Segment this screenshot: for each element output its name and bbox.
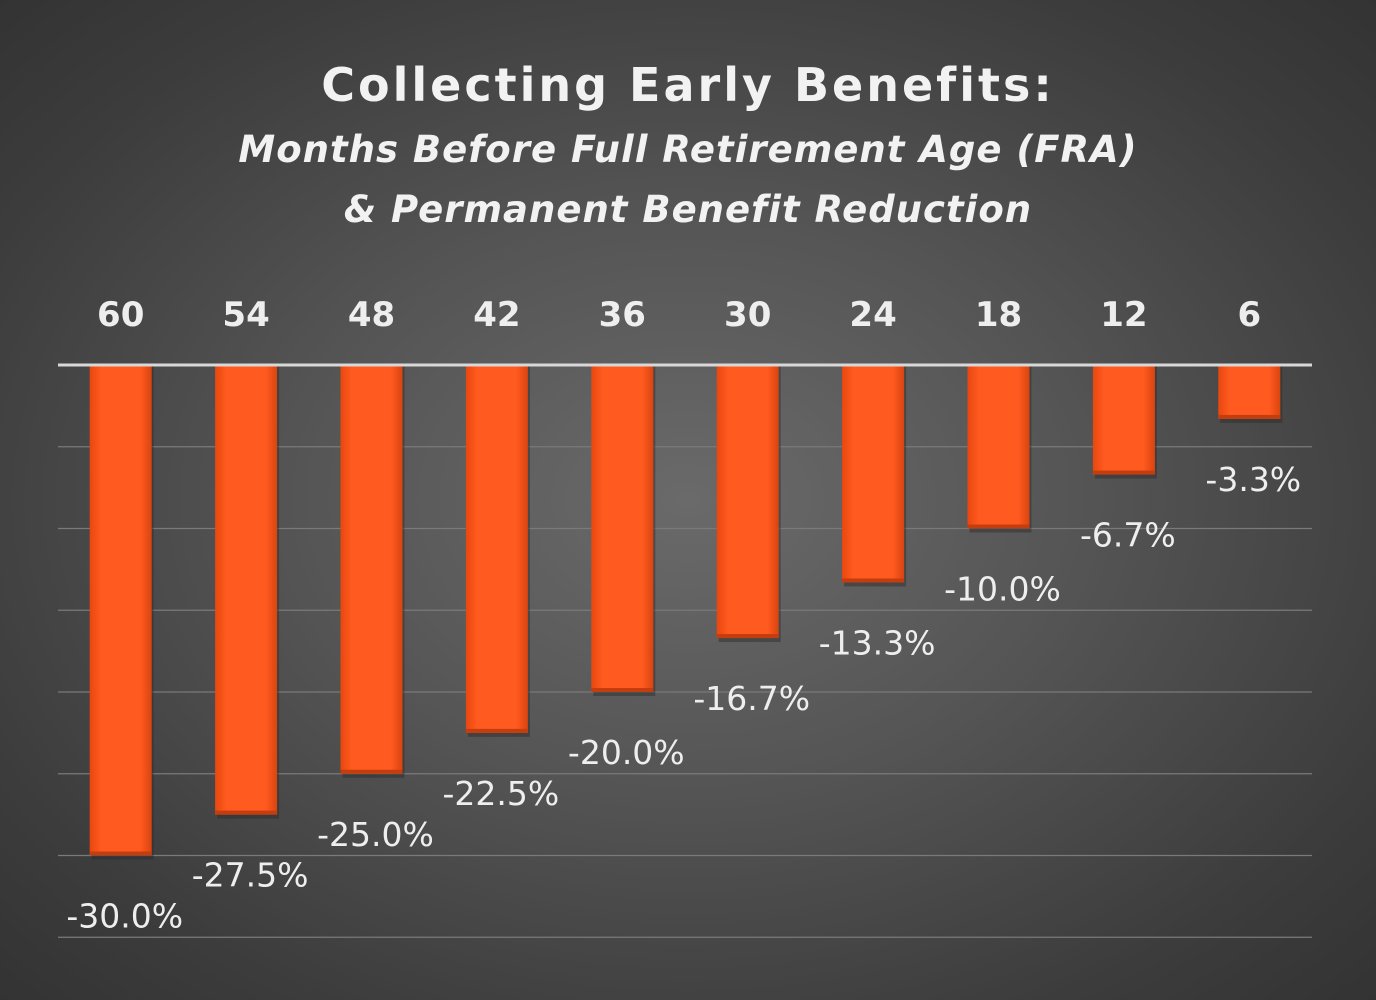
value-label-54: -27.5% [192, 856, 309, 895]
chart-subtitle-line1: Months Before Full Retirement Age (FRA) [238, 128, 1138, 171]
bar-12 [1092, 365, 1155, 475]
value-label-60: -30.0% [66, 897, 183, 936]
value-label-6: -3.3% [1205, 460, 1301, 499]
category-label-54: 54 [222, 295, 269, 335]
value-label-18: -10.0% [944, 570, 1061, 609]
bar-60 [89, 365, 152, 856]
bar-rim [215, 810, 278, 815]
bar-54 [215, 365, 278, 815]
chart-title: Collecting Early Benefits: [321, 58, 1055, 112]
bar-rim [842, 578, 905, 583]
bar-rim [465, 728, 528, 733]
bar-rim [591, 688, 654, 692]
bar-6 [1218, 365, 1281, 419]
category-label-12: 12 [1100, 295, 1147, 335]
bar-rim [716, 634, 779, 639]
bar-rim [1218, 414, 1281, 419]
value-label-24: -13.3% [819, 623, 936, 662]
category-label-18: 18 [975, 295, 1022, 335]
bar-24 [842, 365, 905, 583]
bar-rim [89, 851, 152, 856]
labels: 60 54 48 42 36 30 24 18 12 6 -30.0%-27.5%-25.0%-22… [66, 295, 1301, 936]
value-label-36: -20.0% [568, 733, 685, 772]
value-label-48: -25.0% [317, 815, 434, 854]
value-label-30: -16.7% [693, 679, 810, 718]
value-label-42: -22.5% [443, 774, 560, 813]
category-label-30: 30 [724, 295, 771, 335]
bar-18 [967, 365, 1030, 529]
bar-36 [591, 365, 654, 692]
category-label-6: 6 [1237, 295, 1261, 335]
category-label-36: 36 [599, 295, 646, 335]
chart-subtitle-line2: & Permanent Benefit Reduction [343, 188, 1033, 231]
bar-42 [465, 365, 528, 733]
bar-30 [716, 365, 779, 639]
bar-rim [1092, 470, 1155, 475]
category-label-42: 42 [473, 295, 520, 335]
category-label-48: 48 [348, 295, 395, 335]
category-label-24: 24 [849, 295, 896, 335]
bar-rim [967, 524, 1030, 529]
bars [89, 365, 1283, 860]
category-label-60: 60 [97, 295, 144, 335]
bar-48 [340, 365, 403, 774]
bar-rim [340, 769, 403, 774]
value-label-12: -6.7% [1080, 516, 1176, 555]
